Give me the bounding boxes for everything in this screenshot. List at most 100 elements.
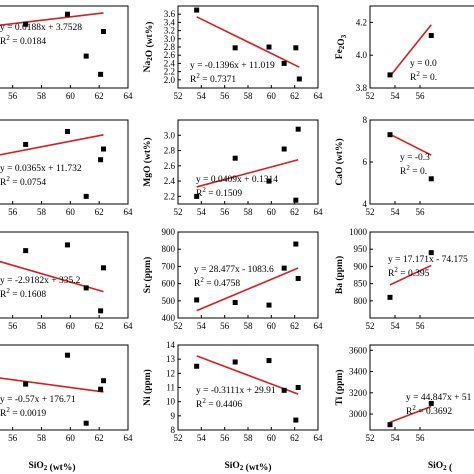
regression-equation: y = 17.171x - 74.175 <box>388 255 468 265</box>
x-tick-label: 52 <box>174 207 183 217</box>
x-tick-label: 62 <box>95 91 104 101</box>
data-point <box>194 363 200 369</box>
y-tick-label: 2.6 <box>164 50 176 60</box>
data-point <box>98 157 104 163</box>
x-tick-label: 62 <box>290 91 299 101</box>
x-tick-label: 58 <box>37 321 47 331</box>
x-tick-label: 54 <box>197 321 207 331</box>
regression-equation: y = -0.3111x + 29.91 <box>196 386 276 396</box>
x-axis-label: SiO2 ( <box>428 461 452 473</box>
panel-ni: 52 54 56 58 60 62 64 8 9 10 11 12 13 14 Ni (ppm) SiO2 (… <box>142 340 323 473</box>
trend-line <box>389 24 432 77</box>
y-tick-label: 900 <box>354 261 368 271</box>
regression-equation: y = 28.477x - 1083.6 <box>194 265 274 275</box>
y-tick-label: 12 <box>166 368 175 378</box>
y-tick-label: 700 <box>162 261 176 271</box>
trend-line <box>0 12 104 27</box>
x-tick-label: 54 <box>197 207 207 217</box>
r-squared-label: R2 = 0.4406 <box>196 397 242 410</box>
data-point <box>266 178 272 184</box>
r-squared-label: R2 = 0.0754 <box>0 175 46 188</box>
data-point <box>387 132 393 138</box>
x-tick-label: 60 <box>66 321 76 331</box>
x-tick-label: 56 <box>220 433 230 443</box>
data-point <box>281 60 287 66</box>
data-point <box>64 352 70 358</box>
y-axis-label: Fe2O3 <box>335 34 348 59</box>
data-point <box>232 359 238 365</box>
x-tick-label: 62 <box>290 321 299 331</box>
x-axis-label: SiO2 (wt%) <box>28 461 75 473</box>
panel-zn: 56 58 60 62 64 SiO2 (wt%) y = -0.57x + 176.71R… <box>0 344 133 473</box>
plot-frame <box>369 344 474 431</box>
data-point <box>281 265 287 271</box>
x-tick-label: 52 <box>366 433 375 443</box>
x-tick-label: 64 <box>314 91 324 101</box>
regression-equation: y = -0.3 <box>400 153 430 163</box>
x-tick-label: 60 <box>66 207 76 217</box>
data-point <box>23 381 29 387</box>
plot-frame <box>0 231 129 319</box>
x-tick-label: 60 <box>267 91 277 101</box>
y-tick-label: 2.4 <box>164 176 176 186</box>
y-axis-label: Ni (ppm) <box>142 369 153 406</box>
data-point <box>83 193 89 199</box>
data-point <box>387 422 393 428</box>
y-tick-label: 4.2 <box>356 17 367 27</box>
x-tick-label: 56 <box>8 207 18 217</box>
data-point <box>64 128 70 134</box>
data-point <box>83 420 89 426</box>
x-tick-label: 64 <box>124 321 134 331</box>
y-tick-label: 3200 <box>349 388 368 398</box>
x-tick-label: 56 <box>220 207 230 217</box>
y-tick-label: 13 <box>166 354 176 364</box>
y-tick-label: 11 <box>166 383 175 393</box>
y-axis-label: Ti (ppm) <box>334 370 345 406</box>
data-point <box>281 146 287 152</box>
data-point <box>266 302 272 308</box>
y-axis-label: Sr (ppm) <box>142 257 153 294</box>
panel-mgo: 52 54 56 58 60 62 64 2.2 2.4 2.6 2.8 3.0 MgO (wt%) y … <box>142 119 323 217</box>
y-tick-label: 950 <box>354 244 368 254</box>
y-tick-label: 2.2 <box>164 191 175 201</box>
r-squared-label: R2 = 0.1509 <box>196 186 242 199</box>
x-tick-label: 62 <box>95 433 104 443</box>
y-tick-label: 14 <box>166 340 176 350</box>
y-tick-label: 6 <box>363 157 368 167</box>
data-point <box>194 7 200 13</box>
data-point <box>23 141 29 147</box>
x-tick-label: 58 <box>37 91 47 101</box>
x-tick-label: 62 <box>290 433 299 443</box>
y-tick-label: 2.0 <box>164 75 176 85</box>
r-squared-label: R2 = 0.7371 <box>190 72 236 85</box>
x-tick-label: 64 <box>314 433 324 443</box>
data-point <box>83 285 89 291</box>
data-point <box>295 126 301 132</box>
y-tick-label: 2.8 <box>164 146 176 156</box>
x-tick-label: 56 <box>220 91 230 101</box>
x-tick-label: 54 <box>391 91 401 101</box>
panel-rb: 56 58 60 62 64 y = -2.9182x + 335.2R2 = 0.160… <box>0 231 134 331</box>
y-tick-label: 3.8 <box>356 83 368 93</box>
data-point <box>266 44 272 50</box>
x-tick-label: 52 <box>366 207 375 217</box>
trend-line <box>0 134 104 156</box>
x-tick-label: 52 <box>174 433 183 443</box>
y-axis-label: Na2O (wt%) <box>143 22 155 73</box>
data-point <box>428 176 434 182</box>
x-tick-label: 58 <box>244 321 254 331</box>
x-tick-label: 54 <box>391 433 401 443</box>
x-tick-label: 56 <box>416 91 426 101</box>
x-tick-label: 60 <box>267 207 277 217</box>
data-point <box>293 45 299 51</box>
x-tick-label: 60 <box>267 321 277 331</box>
y-tick-label: 3.0 <box>164 130 176 140</box>
panel-sr: 52 54 56 58 60 62 64 400 500 600 700 800 900 Sr (ppm)… <box>142 227 323 331</box>
y-tick-label: 600 <box>162 279 176 289</box>
r-squared-label: R2 = 0.0019 <box>0 406 46 419</box>
regression-equation: y = -2.9182x + 335.2 <box>0 276 81 286</box>
data-point <box>293 197 299 203</box>
x-tick-label: 64 <box>124 207 134 217</box>
data-point <box>194 193 200 199</box>
